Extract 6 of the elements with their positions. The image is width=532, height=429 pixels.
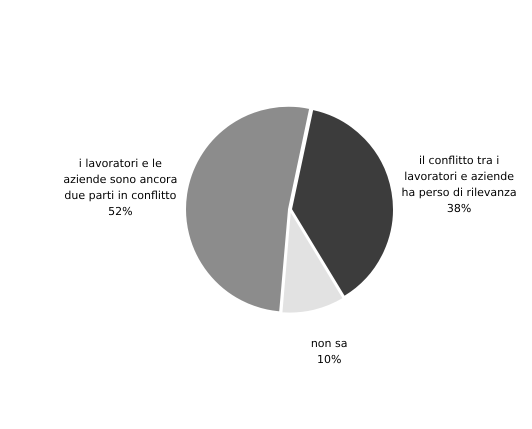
data-label: 38%	[446, 202, 472, 215]
slice-label: il conflitto tra i lavoratori e aziende ha perso di rilevanza	[402, 154, 517, 199]
data-label: 10%	[316, 352, 342, 366]
data-label: 52%	[108, 204, 133, 218]
slice-label: i lavoratori e le aziende sono ancora due parti in conflitto	[63, 156, 178, 202]
slice-label: non sa	[310, 336, 348, 350]
